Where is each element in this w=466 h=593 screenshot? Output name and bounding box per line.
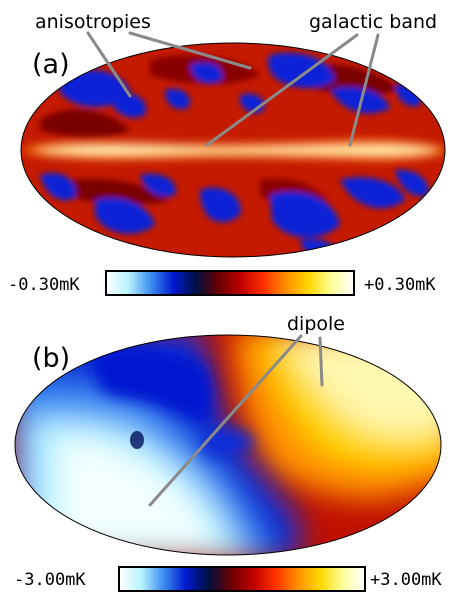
colorbar-b [118,566,366,592]
colorbar-a-min-label: -0.30mK [8,275,80,295]
annotation-anisotropies: anisotropies [35,11,151,33]
leader-line-dipole-2 [318,336,324,387]
panel-a-label: (a) [32,49,70,80]
leader-line-dipole-1 [148,334,303,507]
colorbar-b-max-label: +3.00mK [370,570,442,590]
panel-a: anisotropies galactic band (a) -0.30mK +… [8,11,446,296]
anisotropy-sky-map [21,43,445,257]
sky-map-b-outline [14,334,442,556]
leader-line-anisotropies-2 [128,31,252,70]
colorbar-a-max-label: +0.30mK [364,275,436,295]
dipole-cold-spot [130,431,144,449]
leader-line-galactic-band-1 [205,33,359,147]
leader-line-anisotropies-1 [86,31,132,98]
colorbar-a [105,270,355,296]
colorbar-b-min-label: -3.00mK [14,570,86,590]
panel-b: dipole (b) -3.00mK +3.00mK [14,313,442,592]
sky-map-a-outline [20,42,446,258]
annotation-dipole: dipole [287,313,345,335]
leader-line-galactic-band-2 [348,33,380,147]
panel-b-label: (b) [32,343,70,374]
annotation-galactic-band: galactic band [309,11,437,33]
dipole-sky-map [15,335,441,555]
